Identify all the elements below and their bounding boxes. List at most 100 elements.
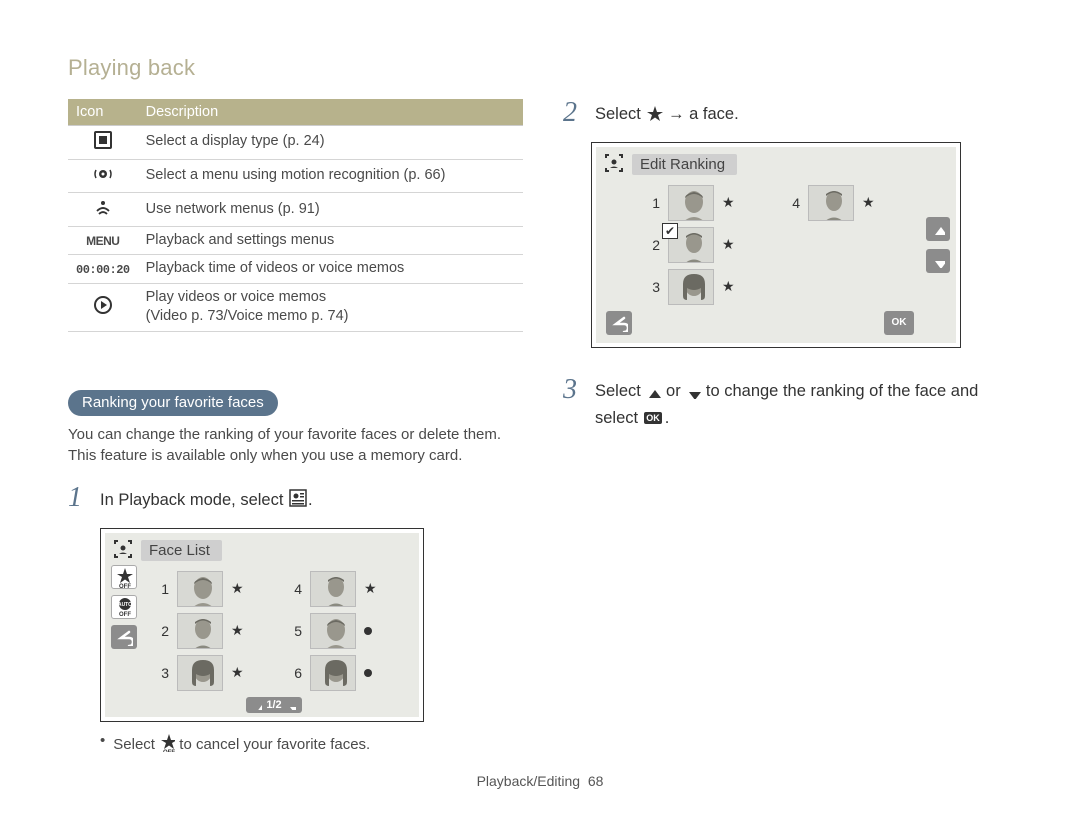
star-icon: ★ (231, 580, 244, 597)
star-icon: ★ (862, 194, 875, 211)
face-item[interactable]: 1★ (648, 185, 766, 221)
network-icon (93, 197, 113, 217)
face-thumb (177, 571, 223, 607)
desc-cell: Playback and settings menus (138, 226, 523, 255)
text-part: → a face. (663, 105, 738, 123)
back-button[interactable] (111, 625, 137, 649)
step-number: 1 (68, 484, 88, 512)
footer-page: 68 (588, 773, 604, 789)
face-thumb (808, 185, 854, 221)
rank-number: 3 (157, 665, 169, 681)
panel-title: Face List (141, 540, 222, 561)
star-icon: ★ (231, 664, 244, 681)
star-off-button[interactable] (111, 565, 137, 589)
face-thumb (668, 185, 714, 221)
face-list-icon (288, 488, 308, 516)
auto-off-button[interactable] (111, 595, 137, 619)
face-thumb (177, 613, 223, 649)
rank-number: 2 (157, 623, 169, 639)
footer-section: Playback/Editing (477, 773, 581, 789)
left-column: Icon Description Select a display type (… (68, 99, 523, 756)
corners-icon (604, 153, 624, 177)
step-3: 3 Select or to change the ranking of the… (563, 376, 1003, 434)
ok-icon (643, 408, 665, 434)
star-icon: ★ (722, 194, 735, 211)
face-thumb (310, 571, 356, 607)
text-part: to cancel your favorite faces. (175, 736, 370, 753)
icon-description-table: Icon Description Select a display type (… (68, 99, 523, 332)
rank-number: 1 (157, 581, 169, 597)
time-icon: 00:00:20 (76, 263, 130, 277)
right-column: 2 Select → a face. Edit Ranking 1★ 4★ ✔ … (563, 99, 1003, 756)
ok-button[interactable]: OK (884, 311, 914, 335)
ok-label: OK (892, 317, 907, 328)
rank-number: 4 (290, 581, 302, 597)
pager[interactable]: 1/2 (246, 697, 301, 713)
page-footer: Playback/Editing 68 (0, 773, 1080, 789)
display-type-icon (93, 130, 113, 150)
motion-icon (93, 164, 113, 184)
step-number: 3 (563, 376, 583, 404)
corners-icon (113, 539, 133, 563)
ranking-heading: Ranking your favorite faces (68, 390, 278, 416)
star-off-icon (159, 732, 175, 756)
step-text: Select → a face. (595, 99, 739, 130)
rank-number: 3 (648, 279, 660, 295)
face-list-panel: Face List 1★ 4★ 2★ 5 3★ (100, 528, 424, 722)
up-button[interactable] (926, 217, 950, 241)
text-part: In Playback mode, select (100, 491, 288, 509)
face-thumb (310, 613, 356, 649)
chevron-up-icon (645, 383, 661, 407)
face-item[interactable]: ✔ 2★ (648, 227, 766, 263)
star-icon: ★ (364, 580, 377, 597)
text-part: . (665, 409, 670, 427)
face-item[interactable]: 1★ (157, 571, 268, 607)
table-row: Play videos or voice memos (Video p. 73/… (68, 283, 523, 331)
table-row: Select a menu using motion recognition (… (68, 159, 523, 193)
desc-cell: Play videos or voice memos (Video p. 73/… (138, 283, 523, 331)
desc-cell: Use network menus (p. 91) (138, 193, 523, 227)
table-row: Select a display type (p. 24) (68, 126, 523, 160)
text-part: Select (595, 382, 645, 400)
step-text: Select or to change the ranking of the f… (595, 376, 1003, 434)
step-number: 2 (563, 99, 583, 127)
text-part: or (661, 382, 685, 400)
text-part: Select (595, 105, 645, 123)
ranking-intro: You can change the ranking of your favor… (68, 424, 523, 466)
down-button[interactable] (926, 249, 950, 273)
face-item[interactable]: 3★ (648, 269, 766, 305)
back-button[interactable] (606, 311, 632, 335)
step-2: 2 Select → a face. (563, 99, 1003, 130)
rank-number: 1 (648, 195, 660, 211)
menu-icon: MENU (86, 234, 119, 248)
table-row: 00:00:20 Playback time of videos or voic… (68, 255, 523, 284)
star-icon: ★ (231, 622, 244, 639)
rank-number: 2 (648, 237, 660, 253)
desc-cell: Select a display type (p. 24) (138, 126, 523, 160)
text-part: Select (113, 736, 159, 753)
panel-title: Edit Ranking (632, 154, 737, 175)
dot-icon (364, 627, 372, 635)
face-item[interactable]: 2★ (157, 613, 268, 649)
pager-text: 1/2 (266, 699, 281, 711)
edit-ranking-panel: Edit Ranking 1★ 4★ ✔ 2★ 3★ (591, 142, 961, 348)
face-item[interactable]: 6 (290, 655, 401, 691)
face-thumb (310, 655, 356, 691)
face-thumb (177, 655, 223, 691)
star-icon: ★ (722, 278, 735, 295)
star-icon: ★ (722, 236, 735, 253)
step-1: 1 In Playback mode, select . (68, 484, 523, 516)
chevron-down-icon (685, 383, 701, 407)
face-item[interactable]: 4★ (788, 185, 906, 221)
checkbox-checked-icon: ✔ (662, 223, 678, 239)
bullet: • (100, 732, 105, 756)
face-item[interactable]: 5 (290, 613, 401, 649)
table-row: MENU Playback and settings menus (68, 226, 523, 255)
rank-number: 4 (788, 195, 800, 211)
desc-cell: Playback time of videos or voice memos (138, 255, 523, 284)
face-item[interactable]: 3★ (157, 655, 268, 691)
th-desc: Description (138, 99, 523, 126)
star-icon (645, 104, 663, 130)
face-item[interactable]: 4★ (290, 571, 401, 607)
table-row: Use network menus (p. 91) (68, 193, 523, 227)
